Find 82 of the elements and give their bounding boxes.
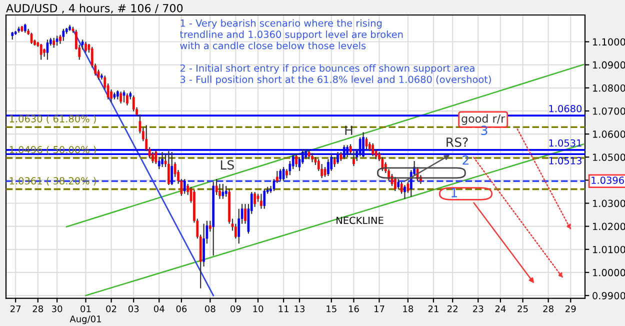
candlestick <box>215 178 218 196</box>
ref-line-label: 1.0680 <box>549 104 582 112</box>
y-tick-label: 1.0700 <box>593 107 625 115</box>
annotation: 3 <box>481 126 488 136</box>
candlestick <box>52 37 56 48</box>
x-tick-label: 03 <box>128 305 139 312</box>
annotation: good r/r <box>462 114 506 125</box>
candlestick <box>404 184 406 200</box>
candlestick <box>81 39 84 50</box>
candlestick <box>320 163 323 179</box>
candlestick <box>263 188 266 210</box>
candlestick <box>244 203 246 224</box>
candlestick <box>168 150 170 186</box>
x-tick-label: 28 <box>543 305 554 312</box>
y-tick-label: 0.9900 <box>592 292 625 300</box>
candlestick <box>222 183 224 200</box>
y-tick-label: 1.0900 <box>593 61 625 69</box>
y-tick-label: 1.0600 <box>593 130 625 138</box>
x-tick-label: 02 <box>106 305 116 312</box>
candlestick <box>238 208 240 244</box>
y-tick-label: 1.0100 <box>593 246 625 254</box>
candlestick <box>282 166 285 182</box>
y-tick-label: 1.0000 <box>593 268 625 276</box>
x-tick-label: 27 <box>10 305 21 312</box>
candlestick <box>279 168 282 182</box>
candlestick <box>202 223 205 268</box>
x-tick-label: 01 Aug/01 <box>70 305 101 324</box>
ref-line-label: 1.0630 ( 61.80% ) <box>10 114 96 124</box>
candlestick <box>365 136 368 150</box>
x-tick-label: 06 <box>176 305 187 312</box>
x-tick-label: 10 <box>253 305 264 312</box>
candlestick <box>122 90 126 103</box>
ref-line-label: 1.0531 <box>549 139 582 147</box>
candlestick <box>295 154 298 168</box>
x-tick-label: 16 <box>348 305 359 312</box>
x-tick-label: 25 <box>518 305 528 312</box>
x-tick-label: 29 <box>566 305 576 312</box>
ref-line-label: 1.0513 <box>549 157 582 164</box>
y-tick-label: 1.0200 <box>593 222 625 230</box>
candlestick <box>218 183 221 200</box>
candlestick <box>372 142 374 157</box>
x-tick-label: 08 <box>205 305 216 312</box>
y-tick-label: 1.0500 <box>593 154 625 161</box>
x-tick-label: 09 <box>230 305 241 312</box>
candlestick <box>254 191 256 208</box>
candlestick <box>30 32 33 44</box>
annotation: NECKLINE <box>336 216 384 224</box>
candlestick <box>308 148 310 160</box>
candlestick <box>56 35 58 46</box>
x-tick-label: 15 <box>326 306 336 312</box>
candlestick <box>46 39 49 60</box>
candlestick <box>40 43 42 60</box>
annotation: LS <box>220 160 234 170</box>
candlestick <box>84 41 87 54</box>
x-tick-label: 11 <box>278 306 288 312</box>
x-tick-label: 30 <box>52 305 62 312</box>
candlestick <box>260 193 262 210</box>
y-tick-label: 1.1000 <box>593 38 625 46</box>
text: 1 - Very bearish scenario where the rising trendline and 1.0360 support level are broken with a candle close below those levels 2 - Initial short entry if price bounces off shown support area 3 - Full position short at the 61.8% level and 1.0680 (overshoot) <box>180 19 491 85</box>
x-tick-label: 23 <box>473 305 484 312</box>
x-tick-label: 22 <box>448 305 458 312</box>
annotation: 2 <box>462 155 468 165</box>
annotation: H <box>345 126 352 135</box>
y-tick-label: 1.0800 <box>593 84 625 92</box>
candlestick <box>120 91 122 104</box>
x-tick-label: 28 <box>32 305 44 312</box>
candlestick <box>126 92 128 106</box>
candlestick <box>62 28 65 42</box>
x-tick-label: 04 <box>154 305 164 312</box>
annotation: RS? <box>446 138 468 147</box>
x-tick-label: 13 <box>294 305 305 312</box>
candlestick <box>154 150 158 165</box>
x-tick-label: 21 <box>428 305 438 312</box>
x-tick-label: 24 <box>495 305 506 312</box>
candlestick <box>152 151 154 164</box>
x-tick-label: 17 <box>374 306 384 312</box>
x-tick-label: 18 <box>403 305 414 312</box>
annotation: 1 <box>452 188 457 198</box>
ref-line-label: 1.0396 <box>592 176 624 184</box>
chart-title: AUD/USD , 4 hours, # 106 / 700 <box>6 4 183 14</box>
candlestick <box>183 178 186 194</box>
y-tick-label: 1.0300 <box>593 200 625 208</box>
